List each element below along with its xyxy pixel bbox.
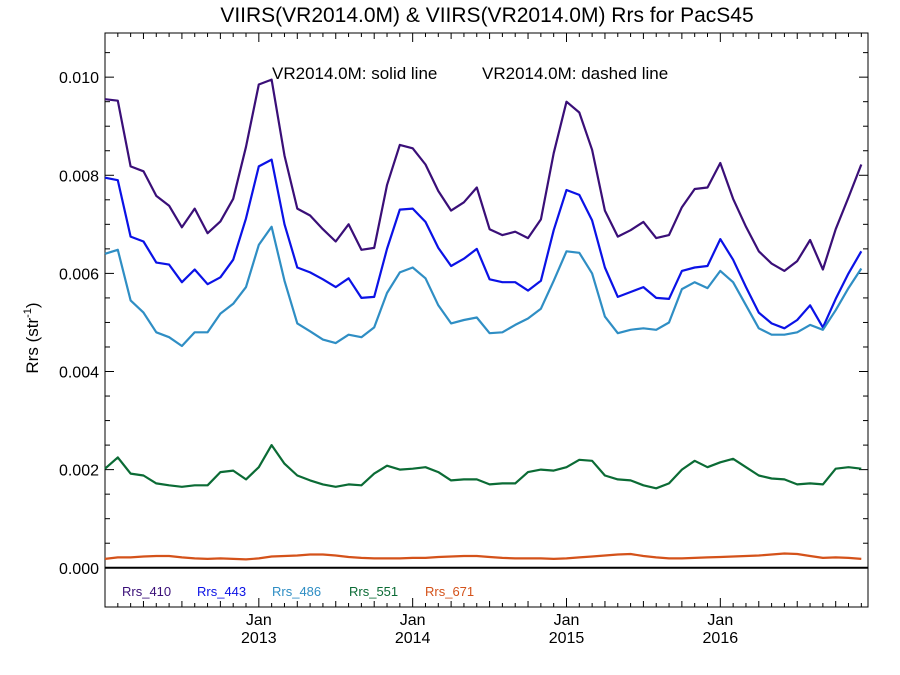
y-tick-label: 0.010 [59, 70, 99, 87]
x-tick-label-year: 2015 [549, 630, 585, 647]
x-tick-label-month: Jan [707, 612, 733, 629]
x-tick-label-year: 2016 [703, 630, 739, 647]
y-axis-label-end: ) [23, 302, 42, 308]
series-line-rrs-486 [104, 225, 863, 348]
legend-entry-rrs-671: Rrs_671 [425, 584, 474, 599]
y-tick-label: 0.002 [59, 463, 99, 480]
series-line-rrs-551 [104, 444, 862, 490]
plot-frame [104, 32, 869, 608]
solid-line-annotation: VR2014.0M: solid line [272, 64, 437, 83]
series-line-rrs-410 [104, 78, 863, 272]
y-tick-label: 0.006 [59, 266, 99, 283]
y-axis-label: Rrs (str-1) [22, 302, 42, 373]
chart-title: VIIRS(VR2014.0M) & VIIRS(VR2014.0M) Rrs … [220, 4, 753, 27]
y-tick-label: 0.008 [59, 168, 99, 185]
y-tick-label: 0.004 [59, 365, 99, 382]
legend-entry-rrs-486: Rrs_486 [272, 584, 321, 599]
legend-entry-rrs-443: Rrs_443 [197, 584, 246, 599]
x-tick-label-month: Jan [554, 612, 580, 629]
y-axis-label-superscript: -1 [22, 308, 34, 318]
x-tick-label-year: 2014 [395, 630, 431, 647]
legend-entry-rrs-410: Rrs_410 [122, 584, 171, 599]
dashed-line-annotation: VR2014.0M: dashed line [482, 64, 668, 83]
y-axis: 0.000 0.002 0.004 0.006 0.008 0.010 [59, 52, 868, 578]
x-tick-label-year: 2013 [241, 630, 277, 647]
legend: Rrs_410 Rrs_443 Rrs_486 Rrs_551 Rrs_671 [122, 584, 474, 599]
series-line-rrs-671 [104, 552, 862, 561]
y-axis-label-main: Rrs (str [23, 318, 42, 374]
y-tick-label: 0.000 [59, 561, 99, 578]
series-line-rrs-443 [104, 158, 863, 330]
x-tick-label-month: Jan [246, 612, 272, 629]
legend-entry-rrs-551: Rrs_551 [349, 584, 398, 599]
series-lines [104, 78, 863, 561]
x-tick-label-month: Jan [400, 612, 426, 629]
